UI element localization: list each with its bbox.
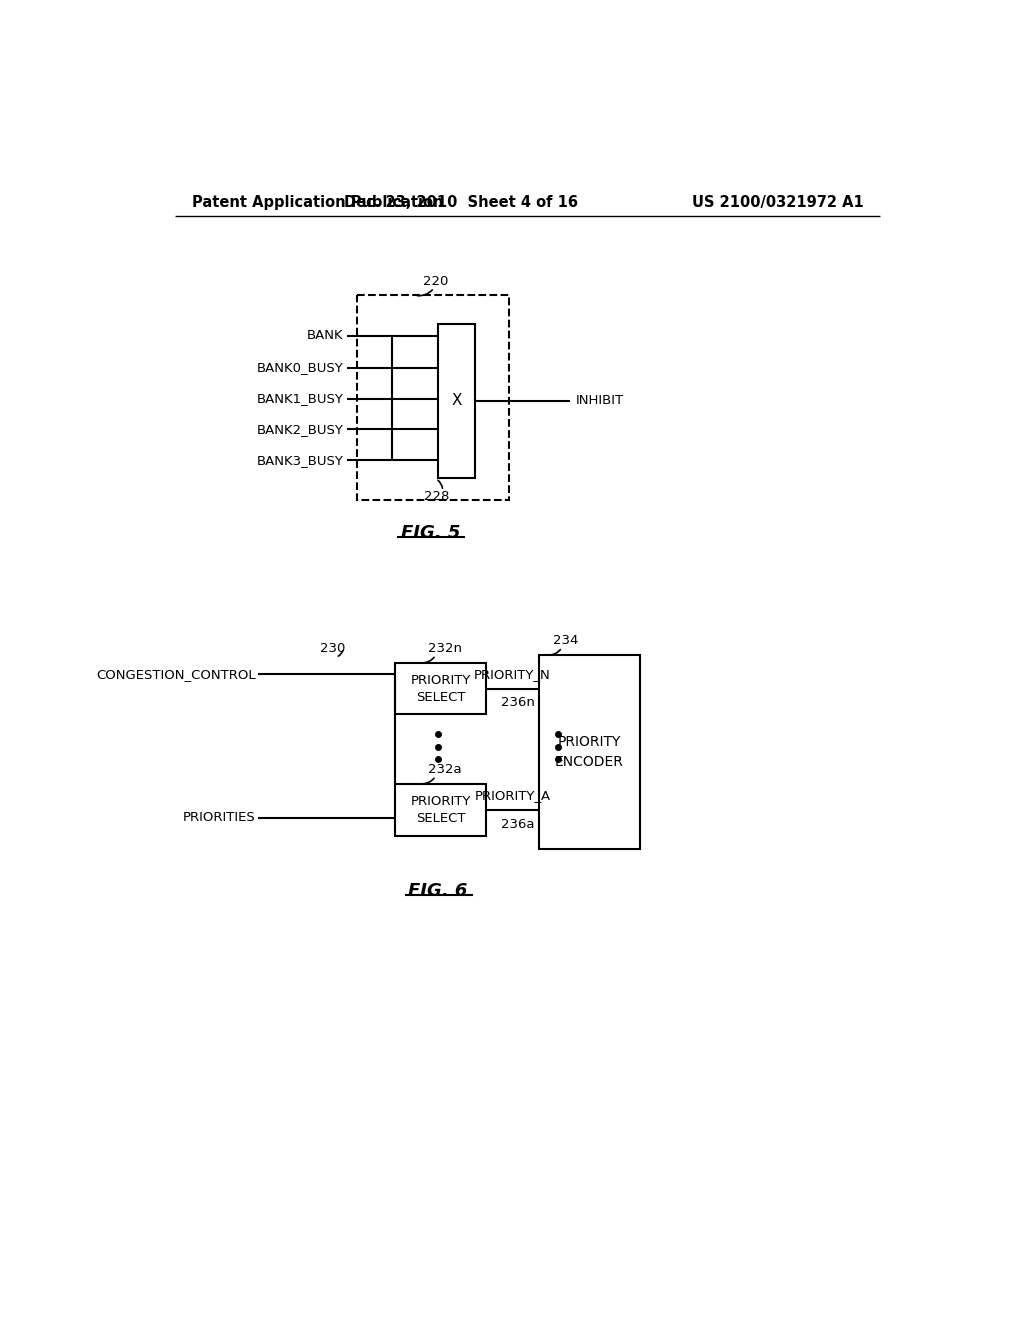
- Text: BANK1_BUSY: BANK1_BUSY: [257, 392, 343, 405]
- Text: PRIORITIES: PRIORITIES: [183, 812, 256, 824]
- Text: X: X: [452, 393, 462, 408]
- Text: Dec. 23, 2010  Sheet 4 of 16: Dec. 23, 2010 Sheet 4 of 16: [344, 195, 579, 210]
- Text: 228: 228: [424, 490, 450, 503]
- Text: 220: 220: [423, 275, 447, 288]
- Text: FIG. 6: FIG. 6: [409, 882, 468, 900]
- Text: PRIORITY
ENCODER: PRIORITY ENCODER: [555, 735, 624, 768]
- Text: 232a: 232a: [428, 763, 462, 776]
- Text: PRIORITY
SELECT: PRIORITY SELECT: [411, 673, 471, 704]
- Text: INHIBIT: INHIBIT: [575, 395, 624, 408]
- Text: 236a: 236a: [502, 817, 535, 830]
- Bar: [395, 784, 486, 836]
- Text: 232n: 232n: [428, 642, 462, 655]
- Text: BANK: BANK: [307, 329, 343, 342]
- Text: US 2100/0321972 A1: US 2100/0321972 A1: [692, 195, 864, 210]
- Bar: [438, 323, 475, 478]
- Text: 234: 234: [553, 635, 579, 647]
- Text: PRIORITY_N: PRIORITY_N: [474, 668, 551, 681]
- Bar: [356, 296, 509, 499]
- Text: CONGESTION_CONTROL: CONGESTION_CONTROL: [96, 668, 256, 681]
- Text: BANK0_BUSY: BANK0_BUSY: [257, 362, 343, 375]
- Text: Patent Application Publication: Patent Application Publication: [191, 195, 443, 210]
- Bar: [395, 663, 486, 714]
- Text: PRIORITY
SELECT: PRIORITY SELECT: [411, 795, 471, 825]
- Text: FIG. 5: FIG. 5: [400, 524, 460, 543]
- Text: PRIORITY_A: PRIORITY_A: [474, 789, 551, 803]
- Text: 230: 230: [321, 642, 345, 655]
- Bar: [539, 655, 640, 849]
- Text: BANK2_BUSY: BANK2_BUSY: [257, 422, 343, 436]
- Text: 236n: 236n: [501, 696, 535, 709]
- Text: BANK3_BUSY: BANK3_BUSY: [257, 454, 343, 467]
